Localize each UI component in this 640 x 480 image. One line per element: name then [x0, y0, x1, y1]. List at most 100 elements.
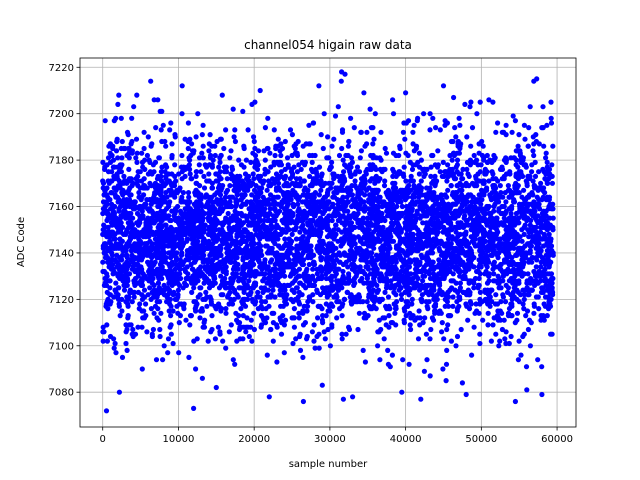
data-point — [167, 296, 173, 302]
data-point — [515, 176, 521, 182]
data-point — [139, 324, 145, 330]
data-point — [196, 162, 202, 168]
data-point — [508, 155, 514, 161]
data-point — [521, 296, 527, 302]
data-point — [464, 166, 470, 172]
data-point — [157, 203, 163, 210]
data-point — [216, 164, 222, 170]
data-point — [145, 171, 151, 177]
data-point — [543, 150, 549, 156]
data-point — [311, 322, 317, 328]
data-point — [218, 152, 224, 159]
data-point — [200, 324, 206, 330]
data-point — [182, 206, 188, 212]
data-point — [503, 132, 509, 138]
data-point — [226, 224, 232, 230]
data-point — [304, 210, 310, 217]
data-point — [347, 164, 353, 170]
data-point — [264, 315, 270, 321]
data-point — [509, 255, 515, 261]
data-point — [130, 326, 136, 333]
data-point — [484, 280, 491, 286]
data-point — [141, 287, 148, 293]
data-point — [496, 343, 502, 349]
data-point — [514, 261, 521, 268]
data-point — [514, 296, 520, 302]
data-point — [254, 213, 260, 219]
data-point — [489, 299, 495, 305]
data-point — [302, 185, 308, 191]
data-point — [354, 164, 361, 170]
data-point — [417, 215, 423, 221]
data-point — [456, 115, 462, 121]
data-point — [119, 138, 125, 145]
data-point — [329, 287, 335, 293]
data-point — [224, 176, 230, 182]
data-point — [387, 364, 393, 370]
data-point — [362, 241, 368, 247]
data-point — [526, 229, 532, 235]
data-point — [420, 273, 426, 279]
data-point — [310, 217, 316, 224]
data-point — [518, 352, 524, 358]
data-point — [349, 155, 355, 161]
data-point — [145, 134, 151, 140]
data-point — [300, 354, 306, 360]
data-point — [400, 238, 406, 244]
data-point — [313, 169, 319, 175]
data-point — [492, 301, 499, 307]
data-point — [135, 289, 141, 295]
data-point — [329, 273, 335, 279]
data-point — [400, 357, 406, 363]
data-point — [130, 180, 136, 186]
data-point — [294, 169, 300, 175]
data-point — [298, 243, 304, 249]
data-point — [490, 99, 496, 105]
data-point — [537, 229, 544, 235]
data-point — [270, 176, 276, 182]
data-point — [261, 275, 267, 282]
data-point — [316, 345, 322, 351]
data-point — [291, 289, 297, 295]
data-point — [274, 222, 280, 228]
data-point — [389, 255, 395, 261]
data-point — [281, 322, 287, 328]
data-point — [376, 317, 382, 323]
data-point — [401, 259, 407, 265]
data-point — [141, 129, 147, 135]
data-point — [191, 338, 197, 344]
data-point — [148, 78, 154, 84]
data-point — [262, 299, 269, 305]
data-point — [405, 152, 411, 159]
data-point — [135, 261, 141, 268]
data-point — [439, 292, 445, 298]
data-point — [170, 308, 176, 314]
data-point — [172, 266, 178, 272]
data-point — [169, 183, 175, 189]
data-point — [115, 101, 121, 107]
data-point — [351, 278, 357, 284]
data-point — [251, 176, 257, 182]
data-point — [226, 301, 232, 307]
data-point — [311, 213, 317, 219]
data-point — [477, 340, 483, 347]
data-point — [392, 192, 398, 198]
data-point — [135, 266, 141, 272]
data-point — [265, 115, 271, 121]
data-point — [234, 192, 240, 198]
data-point — [147, 197, 153, 203]
data-point — [282, 273, 288, 279]
data-point — [342, 215, 349, 221]
data-point — [417, 322, 423, 328]
data-point — [384, 282, 390, 288]
data-point — [139, 268, 145, 275]
data-point — [440, 159, 446, 165]
data-point — [107, 278, 113, 284]
data-point — [282, 317, 289, 323]
data-point — [299, 252, 305, 258]
data-point — [339, 197, 345, 203]
data-point — [505, 266, 511, 272]
data-point — [376, 271, 382, 277]
data-point — [549, 162, 555, 168]
data-point — [163, 222, 169, 228]
